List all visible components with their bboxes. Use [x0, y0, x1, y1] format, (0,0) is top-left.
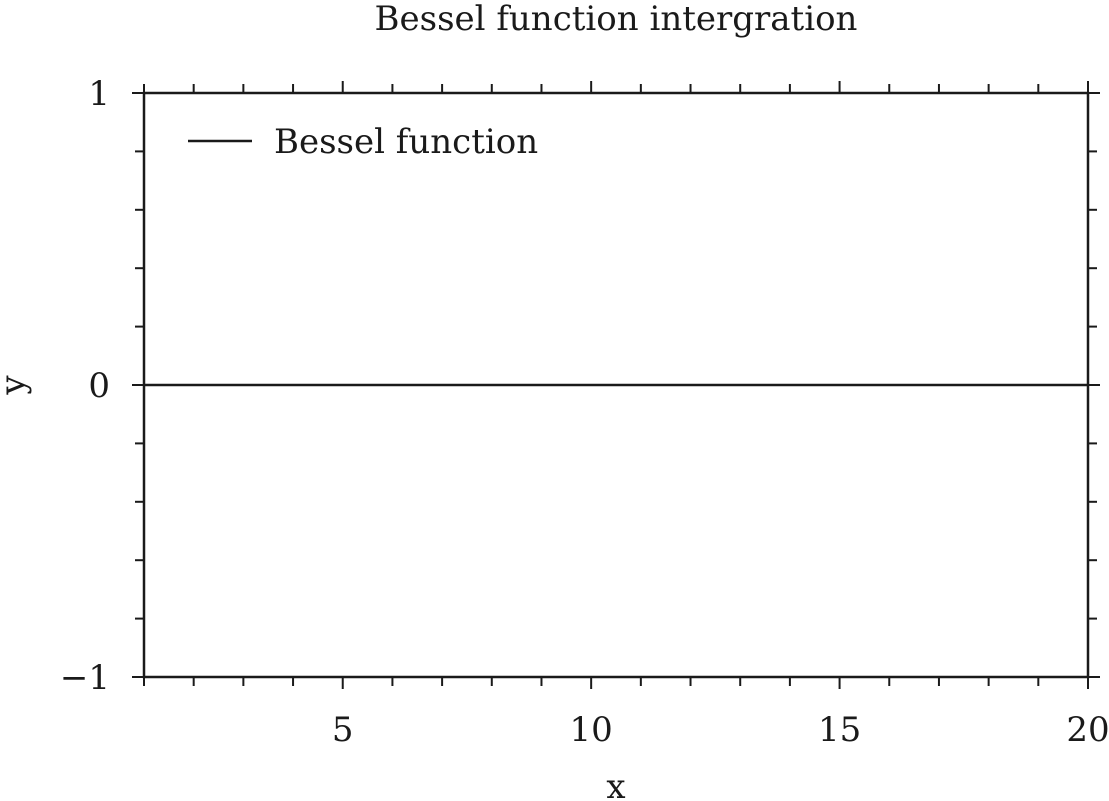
y-axis-label: y [0, 375, 33, 396]
y-tick-label: −1 [60, 658, 110, 698]
y-tick-label: 1 [88, 74, 110, 114]
y-tick-label: 0 [88, 366, 110, 406]
chart-title: Bessel function intergration [375, 0, 858, 39]
x-tick-label: 10 [570, 710, 613, 750]
legend-label: Bessel function [274, 122, 538, 162]
x-tick-label: 15 [818, 710, 861, 750]
plot-frame [142, 91, 1090, 679]
legend: Bessel function [188, 122, 538, 162]
y-tick-labels: −1 0 1 [60, 74, 110, 698]
x-tick-labels: 5 10 15 20 [332, 710, 1109, 750]
x-tick-label: 5 [332, 710, 354, 750]
ticks-group [132, 81, 1100, 689]
x-axis-label: x [606, 767, 625, 801]
x-tick-label: 20 [1066, 710, 1109, 750]
